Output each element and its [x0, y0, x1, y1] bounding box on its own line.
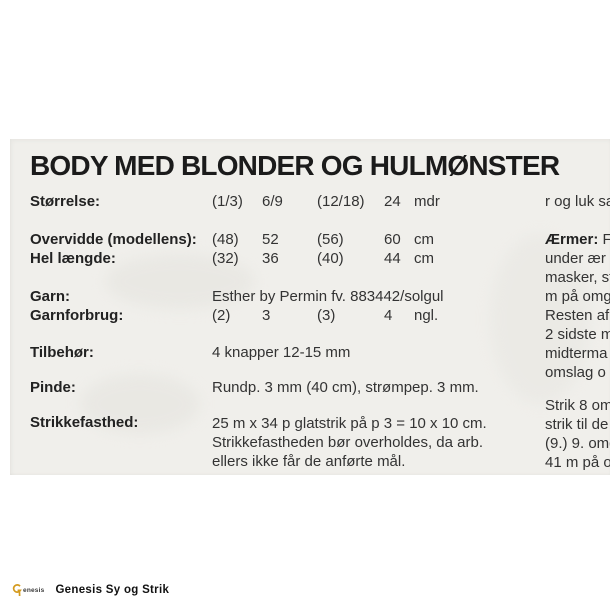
row-value: 4 — [384, 307, 393, 324]
row-unit: cm — [414, 250, 434, 267]
right-column-aermer-heading: Ærmer: F — [545, 231, 610, 248]
row-value: (12/18) — [317, 193, 365, 210]
table-row-garnforbrug: Garnforbrug: (2) 3 (3) 4 ngl. — [10, 307, 610, 327]
aermer-label: Ærmer: — [545, 231, 599, 248]
scan-bleed-artifact — [80, 374, 200, 434]
right-column-line: Resten af — [545, 307, 610, 324]
row-value: 60 — [384, 231, 401, 248]
text-line: 25 m x 34 p glatstrik på p 3 = 10 x 10 c… — [212, 415, 487, 432]
row-value: (3) — [317, 307, 336, 324]
row-value: (32) — [212, 250, 239, 267]
row-value: (56) — [317, 231, 344, 248]
row-label: Garn: — [30, 288, 71, 305]
row-label: Strikkefasthed: — [30, 414, 139, 431]
row-unit: ngl. — [414, 307, 439, 324]
scan-area: BODY MED BLONDER OG HULMØNSTER Størrelse… — [10, 139, 610, 475]
row-label: Tilbehør: — [30, 344, 94, 361]
row-label: Hel længde: — [30, 250, 116, 267]
row-value: (48) — [212, 231, 239, 248]
text-line: Strikkefastheden bør overholdes, da arb. — [212, 434, 483, 451]
row-value: 3 — [262, 307, 271, 324]
table-row-tilbehoer: Tilbehør: 4 knapper 12-15 mm — [10, 344, 610, 364]
table-row-garn: Garn: Esther by Permin fv. 883442/solgul — [10, 288, 610, 308]
row-value: 36 — [262, 250, 279, 267]
right-column-line: (9.) 9. omg — [545, 435, 610, 452]
right-column-line: r og luk sa — [545, 193, 610, 210]
strikkefasthed-text: 25 m x 34 p glatstrik på p 3 = 10 x 10 c… — [212, 414, 487, 471]
table-row-pinde: Pinde: Rundp. 3 mm (40 cm), strømpep. 3 … — [10, 379, 610, 399]
table-row-strikkefasthed: Strikkefasthed: — [10, 414, 610, 434]
row-value: (40) — [317, 250, 344, 267]
footer-brand-name: Genesis Sy og Strik — [55, 584, 170, 596]
row-label: Overvidde (modellens): — [30, 231, 197, 248]
row-value: Rundp. 3 mm (40 cm), strømpep. 3 mm. — [212, 379, 479, 396]
table-row-stoerrelse: Størrelse: (1/3) 6/9 (12/18) 24 mdr — [10, 193, 610, 213]
row-unit: mdr — [414, 193, 440, 210]
row-label: Garnforbrug: — [30, 307, 124, 324]
page-title: BODY MED BLONDER OG HULMØNSTER — [30, 150, 560, 181]
row-value: 24 — [384, 193, 401, 210]
right-column-line: midterma — [545, 345, 608, 362]
aermer-rest: F — [602, 231, 610, 248]
table-row-overvidde: Overvidde (modellens): (48) 52 (56) 60 c… — [10, 231, 610, 251]
row-value: 44 — [384, 250, 401, 267]
row-value: Esther by Permin fv. 883442/solgul — [212, 288, 444, 305]
right-column-line: masker, st — [545, 269, 610, 286]
table-row-hel-laengde: Hel længde: (32) 36 (40) 44 cm — [10, 250, 610, 270]
genesis-logo-icon — [12, 583, 22, 596]
right-column-line: under ær — [545, 250, 606, 267]
genesis-logo-text: enesis — [23, 586, 45, 594]
right-column-line: 2 sidste m — [545, 326, 610, 343]
right-column-line: m på omg — [545, 288, 610, 305]
row-label: Pinde: — [30, 379, 76, 396]
row-value: 6/9 — [262, 193, 283, 210]
row-value: (2) — [212, 307, 231, 324]
scan-bleed-artifact — [490, 234, 590, 404]
right-column-line: omslag o — [545, 364, 606, 381]
row-value: (1/3) — [212, 193, 243, 210]
right-column-line: 41 m på o — [545, 454, 610, 471]
right-column-line: Strik 8 om — [545, 397, 610, 414]
genesis-logo: enesis — [12, 583, 45, 597]
row-label: Størrelse: — [30, 193, 101, 210]
row-value: 4 knapper 12-15 mm — [212, 344, 351, 361]
scan-bleed-artifact — [105, 254, 255, 309]
right-column-line: strik til de — [545, 416, 609, 433]
row-value: 52 — [262, 231, 279, 248]
footer-brand: enesis Genesis Sy og Strik — [12, 582, 169, 598]
row-unit: cm — [414, 231, 434, 248]
text-line: ellers ikke får de anførte mål. — [212, 453, 406, 470]
